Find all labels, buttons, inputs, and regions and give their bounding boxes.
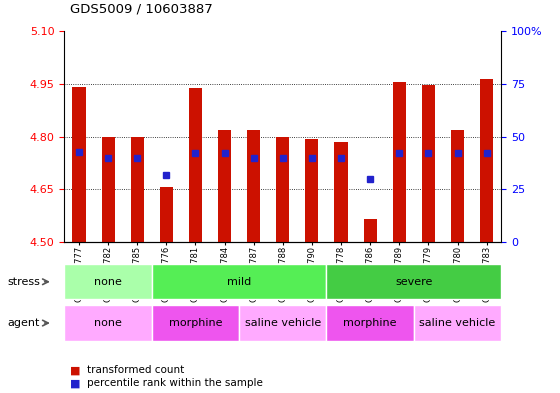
Bar [276, 136, 290, 242]
Text: none: none [94, 277, 122, 287]
Text: GDS5009 / 10603887: GDS5009 / 10603887 [70, 3, 213, 16]
Text: morphine: morphine [169, 318, 222, 328]
Bar [480, 79, 493, 242]
Bar [334, 142, 348, 242]
Text: saline vehicle: saline vehicle [245, 318, 321, 328]
Bar [451, 130, 464, 242]
Text: percentile rank within the sample: percentile rank within the sample [87, 378, 263, 388]
Text: transformed count: transformed count [87, 365, 184, 375]
Bar [422, 85, 435, 242]
Text: morphine: morphine [343, 318, 397, 328]
Text: ■: ■ [70, 365, 81, 375]
Bar [130, 136, 144, 242]
Text: agent: agent [7, 318, 40, 328]
Text: mild: mild [227, 277, 251, 287]
Bar [72, 87, 86, 242]
Text: ■: ■ [70, 378, 81, 388]
Bar [160, 187, 173, 242]
Text: saline vehicle: saline vehicle [419, 318, 496, 328]
Bar [363, 219, 377, 242]
Bar [189, 88, 202, 242]
Bar [101, 136, 115, 242]
Text: none: none [94, 318, 122, 328]
Bar [247, 130, 260, 242]
Bar [218, 130, 231, 242]
Text: severe: severe [395, 277, 432, 287]
Text: stress: stress [7, 277, 40, 287]
Bar [393, 82, 406, 242]
Bar [305, 139, 319, 242]
